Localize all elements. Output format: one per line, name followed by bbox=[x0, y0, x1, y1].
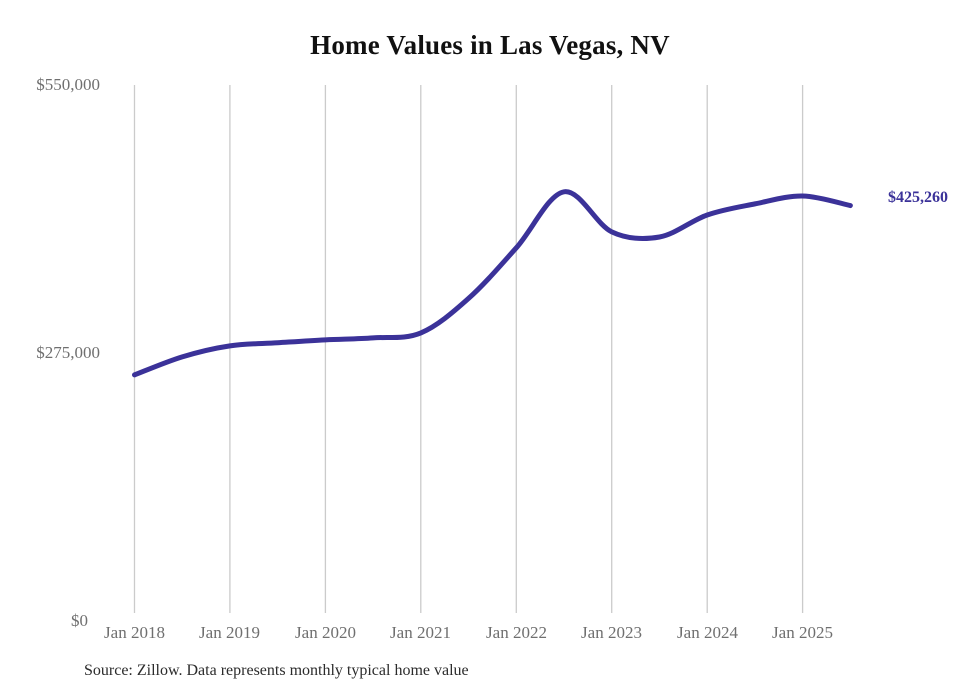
series-line-typical-home-value bbox=[132, 189, 853, 378]
x-tick-label-jan-2021: Jan 2021 bbox=[390, 623, 451, 642]
chart-title: Home Values in Las Vegas, NV bbox=[310, 30, 670, 60]
y-tick-label-275000: $275,000 bbox=[36, 343, 100, 362]
x-tick-label-jan-2019: Jan 2019 bbox=[199, 623, 260, 642]
x-tick-label-jan-2025: Jan 2025 bbox=[772, 623, 833, 642]
x-tick-label-jan-2018: Jan 2018 bbox=[104, 623, 165, 642]
x-tick-label-jan-2022: Jan 2022 bbox=[486, 623, 547, 642]
source-note: Source: Zillow. Data represents monthly … bbox=[84, 662, 469, 679]
x-tick-label-jan-2024: Jan 2024 bbox=[677, 623, 738, 642]
end-value-annotation: $425,260 bbox=[888, 189, 948, 206]
x-tick-label-jan-2020: Jan 2020 bbox=[295, 623, 356, 642]
gridlines-group bbox=[133, 85, 804, 613]
x-tick-label-jan-2023: Jan 2023 bbox=[581, 623, 642, 642]
y-tick-label-0: $0 bbox=[71, 611, 88, 630]
y-tick-label-550000: $550,000 bbox=[36, 75, 100, 94]
